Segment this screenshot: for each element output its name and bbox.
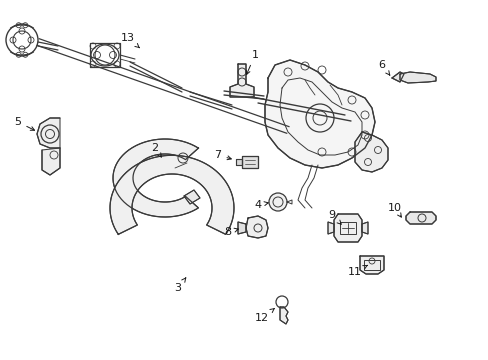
Polygon shape bbox=[236, 159, 242, 165]
Polygon shape bbox=[183, 190, 200, 204]
Text: 7: 7 bbox=[214, 150, 231, 160]
Bar bbox=[236, 159, 242, 165]
Text: 4: 4 bbox=[254, 200, 268, 210]
Text: 5: 5 bbox=[15, 117, 35, 130]
Polygon shape bbox=[245, 216, 267, 238]
Polygon shape bbox=[354, 132, 387, 172]
Text: 8: 8 bbox=[224, 227, 238, 237]
Polygon shape bbox=[42, 148, 60, 175]
Text: 1: 1 bbox=[246, 50, 258, 75]
Polygon shape bbox=[113, 139, 198, 217]
Polygon shape bbox=[238, 222, 245, 234]
Polygon shape bbox=[405, 212, 435, 224]
Polygon shape bbox=[280, 307, 287, 324]
Polygon shape bbox=[327, 222, 333, 234]
Polygon shape bbox=[361, 222, 367, 234]
Text: 6: 6 bbox=[378, 60, 389, 75]
Text: 13: 13 bbox=[121, 33, 139, 48]
Polygon shape bbox=[333, 214, 361, 242]
Polygon shape bbox=[37, 118, 60, 148]
Text: 10: 10 bbox=[387, 203, 401, 217]
Text: 3: 3 bbox=[174, 278, 185, 293]
Circle shape bbox=[268, 193, 286, 211]
Polygon shape bbox=[359, 256, 383, 274]
Text: 11: 11 bbox=[347, 265, 366, 277]
Bar bbox=[242, 156, 258, 168]
Text: 9: 9 bbox=[328, 210, 341, 224]
Polygon shape bbox=[391, 72, 403, 82]
Polygon shape bbox=[399, 72, 435, 83]
Text: 12: 12 bbox=[254, 309, 274, 323]
Polygon shape bbox=[110, 155, 234, 234]
Polygon shape bbox=[229, 64, 253, 97]
Polygon shape bbox=[264, 60, 374, 168]
Bar bbox=[339, 222, 355, 234]
Polygon shape bbox=[242, 156, 258, 168]
Bar bbox=[363, 260, 379, 270]
Text: 2: 2 bbox=[151, 143, 161, 157]
